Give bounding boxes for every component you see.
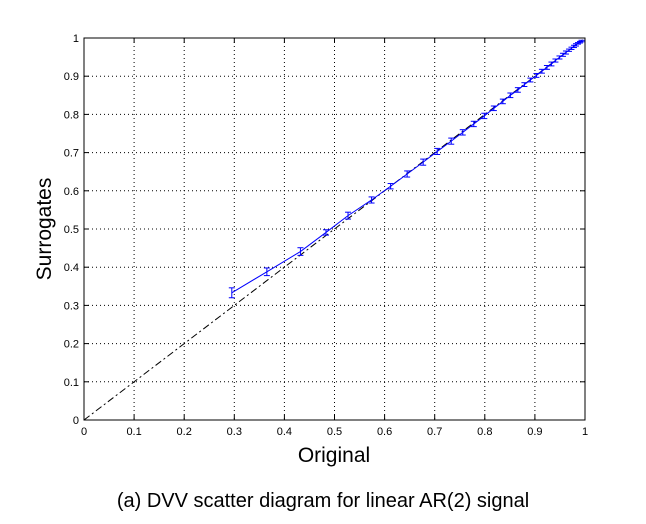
y-tick-label: 0.3 xyxy=(64,300,79,312)
reference-diagonal-line xyxy=(83,37,586,421)
x-tick-label: 0.5 xyxy=(327,426,342,438)
error-bar-point xyxy=(578,39,585,43)
y-tick-label: 1 xyxy=(73,33,79,45)
x-tick-label: 0.1 xyxy=(126,426,141,438)
x-tick-label: 0.2 xyxy=(177,426,192,438)
error-bar-point xyxy=(420,158,427,166)
x-tick-label: 0 xyxy=(81,426,87,438)
error-bar-point xyxy=(263,267,270,277)
error-bar-point xyxy=(490,105,497,112)
error-bar-point xyxy=(322,229,329,236)
error-bar-point xyxy=(527,77,534,83)
error-bar-point xyxy=(368,196,375,204)
error-bar-point xyxy=(559,52,566,57)
error-bar-point xyxy=(228,287,235,299)
error-bar-point xyxy=(434,147,441,156)
error-bar-point xyxy=(514,87,521,93)
error-bar-point xyxy=(481,112,488,120)
y-tick-label: 0.6 xyxy=(64,186,79,198)
error-bar-point xyxy=(538,68,545,74)
y-tick-label: 0.7 xyxy=(64,148,79,160)
y-tick-label: 0.2 xyxy=(64,339,79,351)
x-tick-labels: 0 0.1 0.2 0.3 0.4 0.5 0.6 0.7 0.8 0.9 1 xyxy=(81,426,588,438)
figure-caption: (a) DVV scatter diagram for linear AR(2)… xyxy=(116,490,530,512)
y-tick-label: 0.9 xyxy=(64,71,79,83)
tick-marks xyxy=(83,37,586,421)
error-bar-point xyxy=(521,82,528,88)
y-tick-labels: 0 0.1 0.2 0.3 0.4 0.5 0.6 0.7 0.8 0.9 1 xyxy=(64,33,79,427)
x-axis-label: Original xyxy=(298,444,370,467)
x-tick-label: 0.4 xyxy=(277,426,292,438)
error-bar-point xyxy=(345,211,352,220)
y-axis-label: Surrogates xyxy=(33,178,56,281)
error-bar-point xyxy=(404,170,411,178)
y-tick-label: 0.5 xyxy=(64,224,79,236)
x-tick-label: 0.7 xyxy=(427,426,442,438)
error-bar-point xyxy=(448,137,455,145)
x-tick-label: 0.8 xyxy=(477,426,492,438)
error-bar-point xyxy=(507,92,514,99)
error-bar-point xyxy=(499,98,506,105)
error-bar-point xyxy=(459,129,466,136)
error-bar-point xyxy=(387,183,394,190)
x-tick-label: 0.6 xyxy=(377,426,392,438)
x-tick-label: 0.9 xyxy=(527,426,542,438)
y-tick-label: 0 xyxy=(73,415,79,427)
dvv-scatter-plot: 0 0.1 0.2 0.3 0.4 0.5 0.6 0.7 0.8 0.9 1 0 0.1 0.2 0.3… xyxy=(33,33,588,467)
y-tick-label: 0.1 xyxy=(64,377,79,389)
y-tick-label: 0.8 xyxy=(64,109,79,121)
y-tick-label: 0.4 xyxy=(64,262,79,274)
error-bar-point xyxy=(533,73,540,78)
x-tick-label: 1 xyxy=(582,426,588,438)
error-bar-point xyxy=(470,120,477,128)
x-tick-label: 0.3 xyxy=(227,426,242,438)
reference-line-group xyxy=(83,37,586,421)
error-bar-point xyxy=(297,247,304,256)
series-group xyxy=(228,39,585,299)
